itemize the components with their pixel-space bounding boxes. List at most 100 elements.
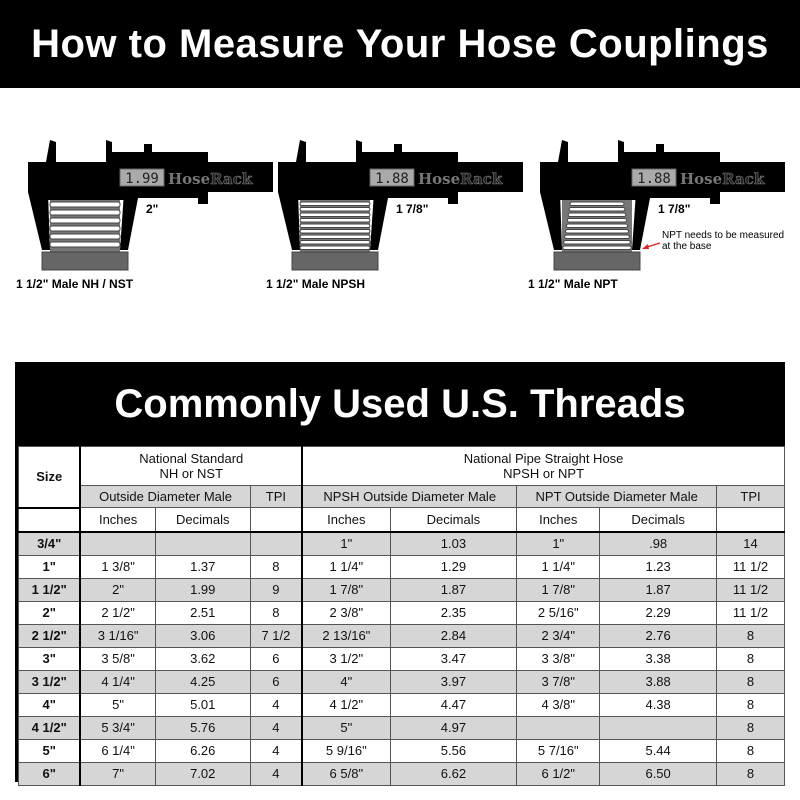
cell-npt-decimals <box>599 715 718 740</box>
table-row: 6" 7" 7.02 4 6 5/8" 6.62 6 1/2" 6.50 8 <box>18 761 785 786</box>
coupling-label: 1 1/2" Male NPT <box>528 277 618 291</box>
thumb-knob <box>394 144 402 152</box>
cell-ns-inches <box>79 531 156 556</box>
cell-npt-tpi: 8 <box>716 623 785 648</box>
unit-decimals: Decimals <box>154 507 251 533</box>
thread-ridge <box>299 245 371 250</box>
table-row: 1 1/2" 2" 1.99 9 1 7/8" 1.87 1 7/8" 1.87 11 1/2 <box>18 577 785 602</box>
fixed-upper-jaw <box>558 140 568 162</box>
table-row: 2" 2 1/2" 2.51 8 2 3/8" 2.35 2 5/16" 2.29 11 1/2 <box>18 600 785 625</box>
measurement-label: 2" <box>146 202 159 216</box>
size-header: Size <box>18 446 82 509</box>
moving-lower-jaw <box>370 192 458 250</box>
cell-npt-inches: 5 7/16" <box>516 738 601 763</box>
cell-size: 1 1/2" <box>18 577 82 602</box>
fitting-base <box>291 251 379 271</box>
cell-size: 2 1/2" <box>18 623 82 648</box>
cell-npt-decimals: 2.76 <box>599 623 718 648</box>
slide-upper-jaw <box>106 140 208 162</box>
thread-ridge <box>562 245 632 250</box>
brand-logo: HoseRack <box>680 170 765 188</box>
cell-ns-decimals: 2.51 <box>154 600 251 625</box>
cell-npt-tpi: 11 1/2 <box>716 577 785 602</box>
table-title: Commonly Used U.S. Threads <box>114 382 686 426</box>
cell-npsh-inches: 2 13/16" <box>301 623 391 648</box>
brand-logo: HoseRack <box>168 170 253 188</box>
thread-ridge <box>49 217 121 224</box>
fixed-upper-jaw <box>296 140 306 162</box>
cell-ns-inches: 4 1/4" <box>79 669 156 694</box>
cell-npsh-inches: 3 1/2" <box>301 646 391 671</box>
table-row: 1" 1 3/8" 1.37 8 1 1/4" 1.29 1 1/4" 1.23 11 1/2 <box>18 554 785 579</box>
thread-ridge <box>299 234 371 239</box>
cell-npt-decimals: 4.38 <box>599 692 718 717</box>
fitting-base <box>553 251 641 271</box>
cell-npt-inches: 1" <box>516 531 601 556</box>
caliper-drawing: 1.88 HoseRack <box>278 140 523 271</box>
cell-npt-decimals: 5.44 <box>599 738 718 763</box>
cell-npt-tpi: 8 <box>716 646 785 671</box>
cell-npsh-decimals: 1.03 <box>389 531 518 556</box>
cell-npsh-decimals: 3.47 <box>389 646 518 671</box>
cell-ns-tpi: 6 <box>249 669 304 694</box>
thread-ridge <box>565 223 629 228</box>
cell-ns-inches: 2" <box>79 577 156 602</box>
cell-npt-tpi: 8 <box>716 761 785 786</box>
cell-npt-tpi: 14 <box>716 531 785 556</box>
cell-ns-decimals: 5.76 <box>154 715 251 740</box>
cell-npt-inches: 2 5/16" <box>516 600 601 625</box>
cell-ns-inches: 5" <box>79 692 156 717</box>
table-row: 2 1/2" 3 1/16" 3.06 7 1/2 2 13/16" 2.84 2 3/4"… <box>18 623 785 648</box>
cell-ns-decimals: 5.01 <box>154 692 251 717</box>
thumb-knob <box>144 144 152 152</box>
thread-ridge <box>564 234 630 239</box>
cell-size: 1" <box>18 554 82 579</box>
thread-ridge <box>299 201 371 206</box>
moving-lower-jaw <box>120 192 208 250</box>
thumb-knob <box>656 144 664 152</box>
threads-table-panel: Commonly Used U.S. Threads Size National… <box>15 362 786 786</box>
cell-npsh-decimals: 4.47 <box>389 692 518 717</box>
cell-ns-inches: 3 1/16" <box>79 623 156 648</box>
cell-ns-inches: 6 1/4" <box>79 738 156 763</box>
cell-ns-inches: 2 1/2" <box>79 600 156 625</box>
cell-ns-decimals: 3.62 <box>154 646 251 671</box>
thread-ridge <box>49 225 121 232</box>
subheader-npt-od: NPT Outside Diameter Male <box>516 485 718 508</box>
cell-ns-tpi <box>249 531 304 556</box>
cell-ns-decimals: 7.02 <box>154 761 251 786</box>
cell-npt-decimals: 3.88 <box>599 669 718 694</box>
table-row: 3" 3 5/8" 3.62 6 3 1/2" 3.47 3 3/8" 3.38 8 <box>18 646 785 671</box>
unit-inches: Inches <box>301 507 391 533</box>
cell-size: 4 1/2" <box>18 715 82 740</box>
table-row: 5" 6 1/4" 6.26 4 5 9/16" 5.56 5 7/16" 5.44 8 <box>18 738 785 763</box>
thread-ridge <box>565 229 629 234</box>
cell-npt-tpi: 8 <box>716 715 785 740</box>
thread-ridge <box>49 209 121 216</box>
cell-npt-decimals: 6.50 <box>599 761 718 786</box>
thread-ridge <box>299 223 371 228</box>
slide-upper-jaw <box>356 140 458 162</box>
cell-ns-tpi: 7 1/2 <box>249 623 304 648</box>
table-row: 4 1/2" 5 3/4" 5.76 4 5" 4.97 8 <box>18 715 785 740</box>
fixed-lower-jaw <box>278 192 300 250</box>
thread-ridge <box>49 241 121 248</box>
cell-size: 3/4" <box>18 531 82 556</box>
slide-upper-jaw <box>618 140 720 162</box>
cell-ns-inches: 3 5/8" <box>79 646 156 671</box>
cell-npt-inches: 3 3/8" <box>516 646 601 671</box>
fixed-lower-jaw <box>28 192 50 250</box>
cell-ns-decimals: 6.26 <box>154 738 251 763</box>
thread-ridge <box>299 207 371 212</box>
subheader-ns-tpi: TPI <box>249 485 304 508</box>
cell-ns-decimals: 1.99 <box>154 577 251 602</box>
cell-ns-tpi: 4 <box>249 761 304 786</box>
cell-npsh-decimals: 6.62 <box>389 761 518 786</box>
cell-npt-decimals: 1.23 <box>599 554 718 579</box>
table-row: 3/4" 1" 1.03 1" .98 14 <box>18 531 785 556</box>
cell-size: 3" <box>18 646 82 671</box>
cell-npsh-decimals: 2.35 <box>389 600 518 625</box>
unit-blank <box>716 507 785 533</box>
cell-npt-tpi: 8 <box>716 692 785 717</box>
